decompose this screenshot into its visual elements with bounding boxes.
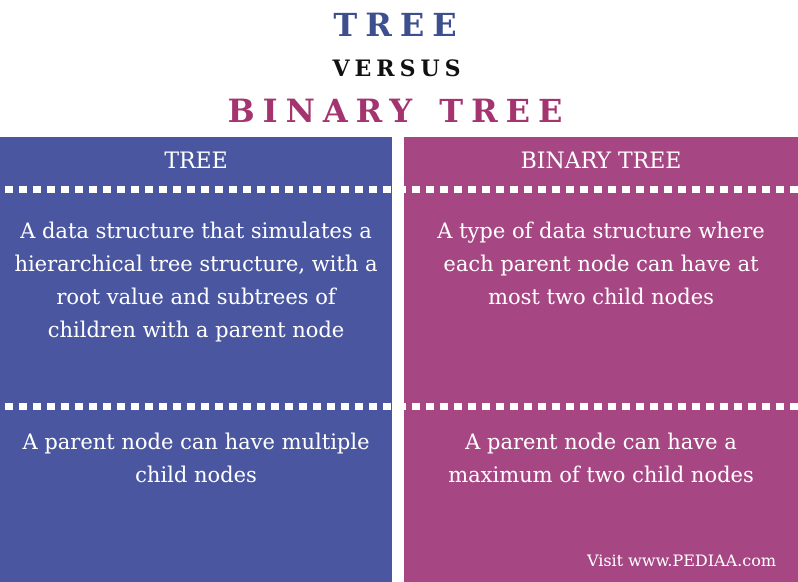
binary-tree-column-header: BINARY TREE	[520, 149, 682, 174]
dotted-divider	[404, 403, 798, 410]
tree-definition: A data structure that simulates a hierar…	[14, 219, 378, 342]
dotted-divider	[404, 186, 798, 193]
title-versus: VERSUS	[332, 56, 466, 82]
title-tree: TREE	[333, 6, 465, 44]
title-binary-tree: BINARY TREE	[227, 92, 571, 130]
footer-link[interactable]: Visit www.PEDIAA.com	[586, 551, 776, 570]
tree-column: TREE A data structure that simulates a h…	[0, 137, 392, 582]
binary-tree-child-nodes: A parent node can have a maximum of two …	[448, 430, 754, 487]
tree-child-nodes: A parent node can have multiple child no…	[22, 430, 370, 487]
tree-column-header: TREE	[164, 149, 228, 174]
dotted-divider	[0, 186, 392, 193]
dotted-divider	[0, 403, 392, 410]
binary-tree-column: BINARY TREE A type of data structure whe…	[404, 137, 798, 582]
binary-tree-definition: A type of data structure where each pare…	[437, 219, 765, 309]
